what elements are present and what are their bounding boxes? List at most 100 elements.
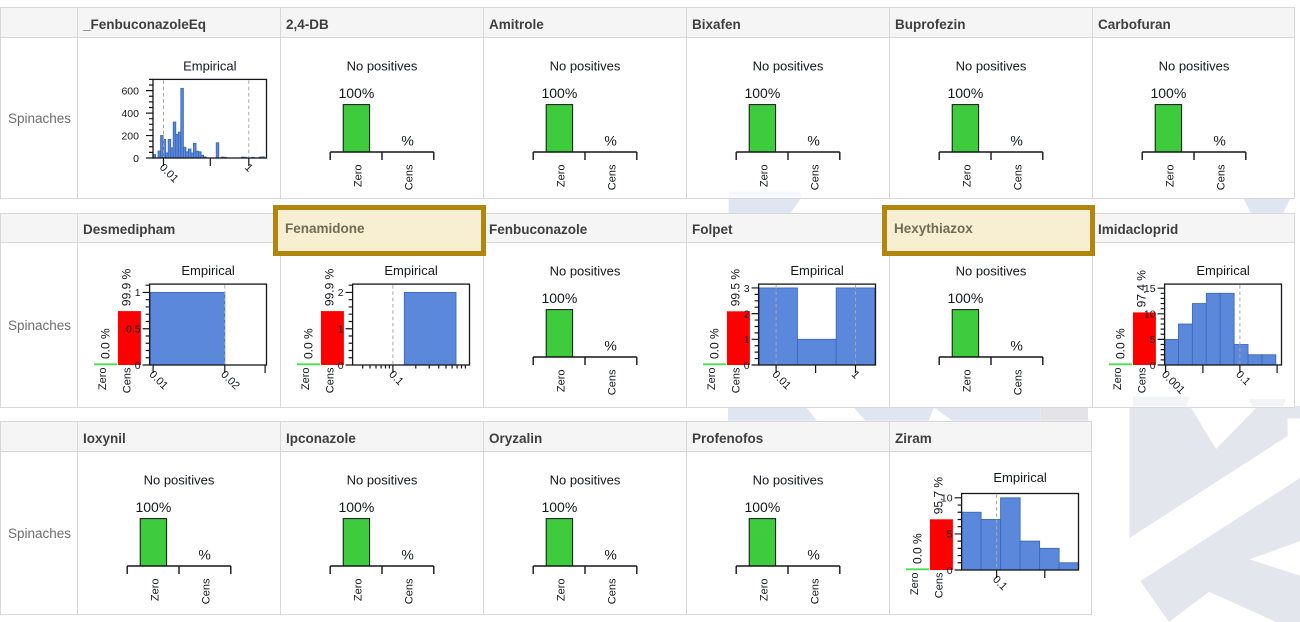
svg-text:No positives: No positives <box>347 59 418 74</box>
svg-text:Cens: Cens <box>1137 367 1149 393</box>
svg-text:Empirical: Empirical <box>183 58 237 73</box>
svg-text:No positives: No positives <box>347 473 418 488</box>
svg-text:Empirical: Empirical <box>181 263 235 278</box>
svg-text:Cens: Cens <box>934 572 946 598</box>
svg-text:0.02: 0.02 <box>218 369 242 393</box>
svg-text:0: 0 <box>744 360 750 372</box>
svg-text:No positives: No positives <box>1159 59 1230 74</box>
svg-text:Zero: Zero <box>556 370 568 393</box>
svg-text:0.5: 0.5 <box>126 324 141 336</box>
svg-text:100%: 100% <box>541 290 577 306</box>
svg-text:No positives: No positives <box>753 473 824 488</box>
svg-text:0.0 %: 0.0 % <box>708 328 722 359</box>
svg-text:No positives: No positives <box>753 59 824 74</box>
svg-text:Zero: Zero <box>962 370 974 393</box>
svg-text:1: 1 <box>242 162 255 175</box>
svg-text:Zero: Zero <box>909 573 921 596</box>
svg-text:Cens: Cens <box>1013 164 1025 190</box>
svg-text:Empirical: Empirical <box>1196 263 1250 278</box>
svg-text:Cens: Cens <box>810 578 822 604</box>
svg-text:99.5 %: 99.5 % <box>729 269 743 307</box>
svg-text:99.9 %: 99.9 % <box>323 268 337 306</box>
svg-text:0.01: 0.01 <box>769 369 793 393</box>
svg-text:0: 0 <box>1150 360 1156 372</box>
svg-text:1: 1 <box>849 369 862 382</box>
svg-text:%: % <box>1010 337 1022 353</box>
svg-text:1: 1 <box>338 324 344 336</box>
svg-text:0.0 %: 0.0 % <box>1114 328 1128 359</box>
svg-text:1: 1 <box>744 334 750 346</box>
svg-text:2: 2 <box>744 308 750 320</box>
svg-text:100%: 100% <box>1150 85 1186 101</box>
svg-text:10: 10 <box>1144 309 1156 321</box>
svg-text:Zero: Zero <box>1165 165 1177 188</box>
svg-text:Zero: Zero <box>97 368 109 391</box>
svg-text:Cens: Cens <box>607 369 619 395</box>
svg-text:0: 0 <box>135 360 141 372</box>
svg-text:Zero: Zero <box>962 165 974 188</box>
svg-text:Cens: Cens <box>810 164 822 190</box>
svg-text:Empirical: Empirical <box>993 470 1047 485</box>
svg-text:97.4 %: 97.4 % <box>1135 270 1149 308</box>
svg-text:No positives: No positives <box>956 264 1027 279</box>
svg-text:100%: 100% <box>541 499 577 515</box>
svg-text:100%: 100% <box>338 85 374 101</box>
svg-text:0.01: 0.01 <box>146 369 170 393</box>
svg-text:%: % <box>401 132 413 148</box>
svg-text:Cens: Cens <box>201 578 213 604</box>
svg-text:No positives: No positives <box>956 59 1027 74</box>
svg-text:%: % <box>604 337 616 353</box>
svg-text:Cens: Cens <box>122 367 134 393</box>
svg-text:Empirical: Empirical <box>384 263 438 278</box>
svg-text:%: % <box>1213 132 1225 148</box>
svg-text:Zero: Zero <box>300 368 312 391</box>
svg-text:2: 2 <box>338 287 344 299</box>
svg-text:100%: 100% <box>338 499 374 515</box>
svg-text:Zero: Zero <box>353 579 365 602</box>
svg-text:200: 200 <box>121 130 139 142</box>
svg-text:100%: 100% <box>947 290 983 306</box>
svg-text:Cens: Cens <box>607 164 619 190</box>
svg-text:Zero: Zero <box>759 579 771 602</box>
svg-text:Zero: Zero <box>1112 368 1124 391</box>
svg-text:No positives: No positives <box>550 59 621 74</box>
svg-text:1: 1 <box>135 287 141 299</box>
svg-text:600: 600 <box>121 85 139 97</box>
svg-text:%: % <box>604 132 616 148</box>
svg-text:Empirical: Empirical <box>790 263 844 278</box>
svg-text:%: % <box>401 546 413 562</box>
svg-text:0: 0 <box>338 360 344 372</box>
svg-text:%: % <box>1010 132 1022 148</box>
svg-text:Cens: Cens <box>1013 369 1025 395</box>
svg-text:100%: 100% <box>135 499 171 515</box>
svg-text:Zero: Zero <box>706 368 718 391</box>
svg-text:5: 5 <box>1150 334 1156 346</box>
svg-text:0.1: 0.1 <box>386 369 405 388</box>
svg-text:15: 15 <box>1144 283 1156 295</box>
svg-text:Zero: Zero <box>556 579 568 602</box>
svg-text:Zero: Zero <box>150 579 162 602</box>
svg-text:0: 0 <box>947 565 953 577</box>
svg-text:100%: 100% <box>744 85 780 101</box>
svg-text:95.7 %: 95.7 % <box>932 477 946 515</box>
svg-text:Cens: Cens <box>607 578 619 604</box>
svg-text:%: % <box>807 546 819 562</box>
svg-text:3: 3 <box>744 283 750 295</box>
svg-text:0.0 %: 0.0 % <box>99 328 113 359</box>
svg-text:5: 5 <box>947 529 953 541</box>
svg-text:0.0 %: 0.0 % <box>302 328 316 359</box>
svg-text:No positives: No positives <box>550 264 621 279</box>
svg-text:Cens: Cens <box>1216 164 1228 190</box>
svg-text:%: % <box>198 546 210 562</box>
svg-text:No positives: No positives <box>550 473 621 488</box>
svg-text:0.01: 0.01 <box>157 162 181 186</box>
svg-text:0.1: 0.1 <box>1233 369 1252 388</box>
svg-text:0: 0 <box>133 153 139 165</box>
svg-text:Cens: Cens <box>404 164 416 190</box>
svg-text:10: 10 <box>941 493 953 505</box>
svg-text:Zero: Zero <box>556 165 568 188</box>
svg-text:0.0 %: 0.0 % <box>911 533 925 564</box>
svg-text:Cens: Cens <box>325 367 337 393</box>
svg-text:100%: 100% <box>541 85 577 101</box>
svg-text:No positives: No positives <box>144 473 215 488</box>
